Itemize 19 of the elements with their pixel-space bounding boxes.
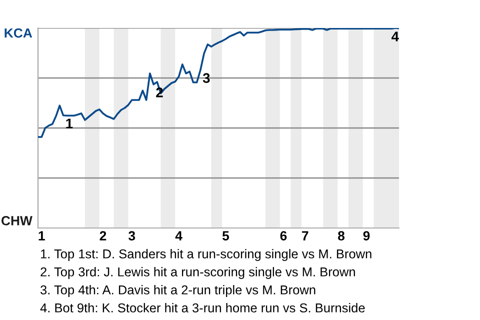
- x-tick-label: 7: [302, 231, 308, 240]
- text: CHW: [1, 216, 32, 226]
- x-tick-label: 5: [222, 231, 230, 240]
- text: 4. Bot 9th: K. Stocker hit a 3-run home run vs S. Burnside: [40, 303, 365, 312]
- x-tick-label: 4: [175, 231, 182, 240]
- x-tick-label: 1: [38, 231, 45, 240]
- x-tick-label: 6: [280, 231, 287, 240]
- annotation: 3: [202, 73, 210, 83]
- text: 1. Top 1st: D. Sanders hit a run-scoring single vs M. Brown: [40, 249, 372, 261]
- text: KCA: [4, 28, 32, 38]
- x-tick-label: 8: [338, 231, 345, 240]
- text: 2. Top 3rd: J. Lewis hit a run-scoring single vs M. Brown: [40, 267, 355, 279]
- annotation: 2: [156, 88, 163, 98]
- x-tick-label: 2: [100, 231, 106, 240]
- x-tick-label: 3: [128, 231, 136, 240]
- annotation: 1: [66, 118, 73, 128]
- annotation: 4: [391, 32, 399, 42]
- text: 3. Top 4th: A. Davis hit a 2-run triple vs M. Brown: [40, 285, 316, 297]
- x-tick-label: 9: [363, 231, 370, 240]
